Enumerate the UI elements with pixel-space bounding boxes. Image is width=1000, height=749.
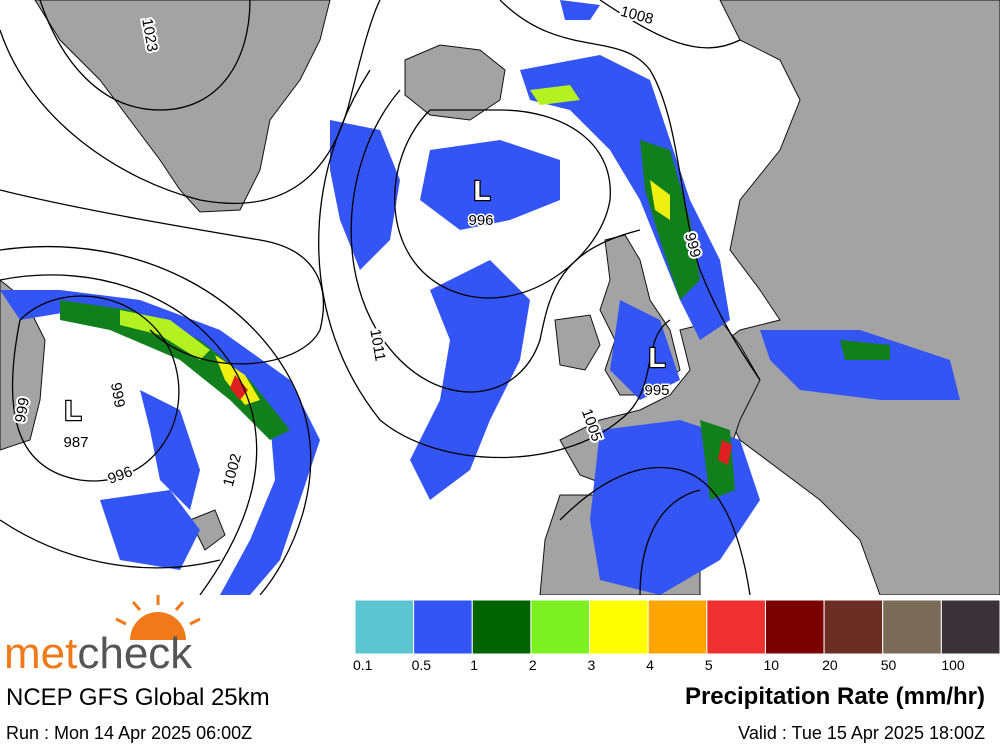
legend-swatch (471, 599, 532, 655)
logo: metcheck (4, 629, 193, 678)
precipitation (0, 0, 960, 595)
low-symbol: L (473, 175, 490, 206)
legend-label: 10 (763, 657, 779, 673)
legend-label: 5 (705, 657, 713, 673)
logo-suffix: check (77, 629, 193, 678)
logo-prefix: met (4, 629, 77, 678)
legend-label: 0.1 (353, 657, 373, 673)
legend-swatch (647, 599, 708, 655)
legend-title: Precipitation Rate (mm/hr) (685, 683, 985, 710)
legend-swatch (823, 599, 884, 655)
legend-swatch (589, 599, 649, 655)
low-symbol: L (648, 342, 665, 373)
legend-label: 100 (941, 657, 965, 673)
valid-time: Valid : Tue 15 Apr 2025 18:00Z (738, 723, 985, 743)
isobar-label: 1008 (619, 3, 656, 28)
logo-sun (115, 595, 201, 640)
isobar-label: 999 (107, 381, 128, 409)
legend-swatch (354, 599, 415, 655)
legend: 0.1 0.5 1 2 3 4 5 10 20 50 100 (353, 599, 1000, 673)
legend-label: 4 (646, 657, 654, 673)
legend-label: 1 (470, 657, 478, 673)
run-time: Run : Mon 14 Apr 2025 06:00Z (6, 723, 252, 743)
low-symbol: L (64, 395, 81, 426)
legend-label: 0.5 (412, 657, 432, 673)
legend-swatch (413, 599, 473, 655)
isobar-label: 1011 (366, 328, 388, 363)
model-name: NCEP GFS Global 25km (6, 684, 270, 711)
legend-swatch (764, 599, 825, 655)
legend-swatch (882, 599, 942, 655)
isobar-label: 1002 (220, 452, 245, 489)
isobars (0, 0, 761, 596)
low-pressure: 987 (63, 434, 88, 451)
legend-label: 50 (881, 657, 897, 673)
legend-swatch (706, 599, 766, 655)
low-pressure: 995 (644, 382, 669, 399)
isobar-label: 996 (106, 463, 135, 488)
legend-swatch (940, 599, 1000, 655)
legend-label: 3 (588, 657, 596, 673)
low-pressure: 996 (468, 212, 493, 229)
legend-label: 20 (822, 657, 838, 673)
legend-label: 2 (529, 657, 537, 673)
legend-swatch (530, 599, 591, 655)
